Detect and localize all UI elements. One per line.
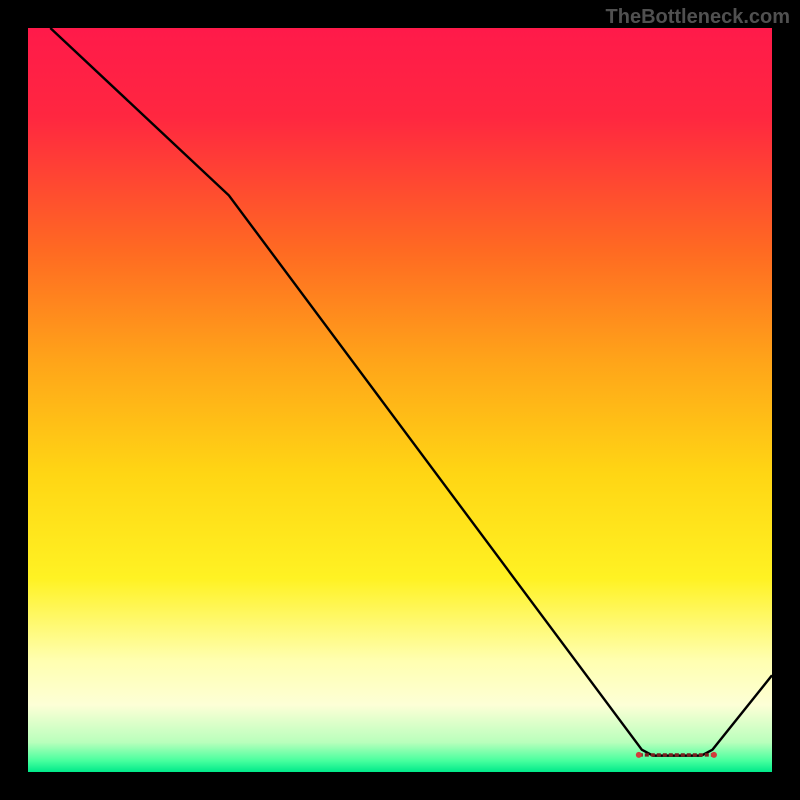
chart-container: TheBottleneck.com <box>0 0 800 800</box>
line-layer <box>28 28 772 772</box>
attribution-text: TheBottleneck.com <box>606 6 790 29</box>
marker-end <box>711 752 717 758</box>
plot-area <box>28 28 772 772</box>
data-line <box>50 28 772 756</box>
marker-start <box>636 752 642 758</box>
